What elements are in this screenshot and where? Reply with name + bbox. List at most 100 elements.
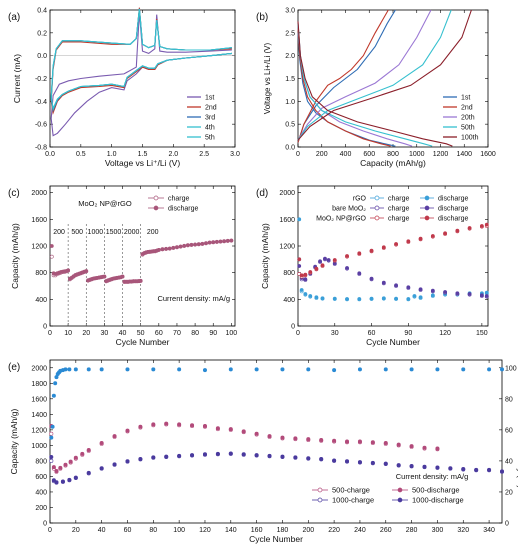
data-point-500-discharge bbox=[112, 434, 117, 439]
x-axis-label: Voltage vs Li⁺/Li (V) bbox=[105, 158, 181, 168]
legend-label: 3rd bbox=[205, 115, 215, 122]
data-point-NP-discharge bbox=[430, 234, 435, 238]
data-point-bare-discharge bbox=[357, 271, 362, 276]
data-point-bare-discharge bbox=[381, 280, 386, 285]
y-tick-label: 2000 bbox=[31, 190, 47, 197]
panel-label: (c) bbox=[8, 188, 20, 199]
data-point-500-discharge bbox=[68, 459, 73, 464]
x-axis-label: Cycle Number bbox=[366, 337, 420, 347]
discharge-curve-1st bbox=[297, 32, 396, 147]
x-tick-label: 1200 bbox=[433, 151, 449, 158]
data-point-1000-discharge bbox=[448, 466, 453, 471]
x-tick-label: 800 bbox=[387, 151, 399, 158]
data-point-1000-discharge bbox=[125, 459, 130, 464]
y-axis-label: Capacity (mAh/g) bbox=[10, 223, 20, 289]
y-tick-label: 400 bbox=[35, 297, 47, 304]
data-point-500-discharge bbox=[306, 437, 311, 442]
y-axis-label: Current (mA) bbox=[12, 54, 22, 103]
x-tick-label: 120 bbox=[439, 330, 451, 337]
data-point-rGO-discharge bbox=[308, 294, 313, 298]
data-point-1000-discharge bbox=[280, 454, 285, 459]
y-axis-label: Voltage vs Li+/Li (V) bbox=[263, 42, 272, 114]
legend-label: discharge bbox=[438, 206, 468, 213]
y-tick-label: 0 bbox=[291, 324, 295, 331]
data-point-discharge bbox=[120, 274, 125, 279]
panel-c: 0 10 20 30 40 50 60 70 80 90 100040080012001600200… bbox=[8, 185, 238, 347]
legend-title: Current density: mA/g bbox=[396, 472, 469, 481]
data-point-rGO-discharge bbox=[430, 293, 435, 298]
discharge-curve-20th bbox=[297, 23, 413, 147]
data-point-rGO-discharge bbox=[484, 290, 489, 295]
x-tick-label: 100 bbox=[226, 330, 238, 337]
y-tick-label: 1800 bbox=[31, 381, 47, 388]
y2-tick-label: 100 bbox=[505, 365, 517, 372]
data-point-NP-discharge bbox=[479, 224, 484, 228]
data-point-rGO-discharge bbox=[345, 297, 349, 301]
legend-marker bbox=[374, 195, 380, 201]
legend-marker bbox=[424, 215, 430, 221]
y-tick-label: 1600 bbox=[31, 217, 47, 224]
data-point-discharge bbox=[49, 244, 54, 248]
x-tick-label: 280 bbox=[406, 527, 418, 534]
legend-label: discharge bbox=[438, 196, 468, 203]
x-tick-label: 0 bbox=[48, 527, 52, 534]
y-tick-label: 200 bbox=[35, 505, 47, 512]
data-point-1000-discharge bbox=[112, 462, 117, 467]
data-point-500-discharge bbox=[357, 439, 362, 444]
legend-group-label: rGO bbox=[353, 196, 367, 203]
data-point-1000-discharge bbox=[86, 470, 91, 475]
data-point-NP-discharge bbox=[381, 245, 386, 250]
y-tick-label: 3.0 bbox=[285, 8, 295, 15]
data-point-1000-discharge bbox=[241, 452, 246, 457]
data-point-CE bbox=[280, 367, 285, 372]
data-point-discharge bbox=[156, 247, 161, 252]
legend-label: 100th bbox=[461, 135, 479, 142]
y-tick-label: 1.0 bbox=[285, 99, 295, 106]
x-tick-label: 240 bbox=[354, 527, 366, 534]
legend-label: 1st bbox=[205, 95, 214, 102]
x-tick-label: 90 bbox=[404, 330, 412, 337]
data-point-bare-discharge bbox=[484, 294, 489, 298]
rate-label: 2000 bbox=[124, 229, 140, 236]
data-point-NP-discharge bbox=[467, 226, 472, 230]
data-point-NP-discharge bbox=[357, 251, 362, 256]
y-axis-label: Capacity (mAh/g) bbox=[9, 409, 19, 475]
charge-curve-20th bbox=[297, 9, 432, 141]
data-point-rGO-discharge bbox=[394, 296, 398, 301]
data-point-rGO-discharge bbox=[297, 217, 302, 222]
data-point-500-discharge bbox=[215, 426, 220, 431]
data-point-NP-discharge bbox=[418, 236, 423, 241]
data-point-rGO-discharge bbox=[406, 297, 411, 301]
data-point-CE bbox=[51, 393, 56, 398]
data-point-500-discharge bbox=[435, 446, 440, 451]
legend-marker bbox=[317, 497, 323, 503]
x-tick-label: 200 bbox=[316, 151, 328, 158]
y-axis-label: Capacity (mAh/g) bbox=[260, 223, 270, 289]
data-point-1000-discharge bbox=[60, 479, 65, 484]
data-point-rGO-discharge bbox=[314, 295, 319, 300]
data-point-1000-discharge bbox=[319, 456, 324, 461]
x-tick-label: 0.5 bbox=[76, 151, 86, 158]
rate-label: 1000 bbox=[88, 229, 104, 236]
data-point-1000-discharge bbox=[435, 465, 440, 470]
y-tick-label: 2.0 bbox=[285, 53, 295, 60]
discharge-curve-100th bbox=[297, 21, 453, 147]
data-point-bare-discharge bbox=[303, 277, 308, 282]
chart-title: MoO₂ NP@rGO bbox=[78, 199, 132, 208]
data-point-1000-discharge bbox=[332, 458, 337, 463]
data-point-500-discharge bbox=[254, 431, 259, 436]
data-point-CE bbox=[499, 367, 504, 372]
y-tick-label: 1400 bbox=[31, 412, 47, 419]
plot-frame-b bbox=[297, 9, 489, 148]
data-point-500-discharge bbox=[177, 422, 182, 427]
data-point-NP-discharge bbox=[369, 248, 374, 253]
legend-label: discharge bbox=[168, 206, 198, 213]
x-tick-label: 10 bbox=[64, 330, 72, 337]
legend-marker bbox=[424, 205, 430, 211]
y-tick-label: -0.4 bbox=[35, 99, 47, 106]
data-point-500-discharge bbox=[151, 422, 156, 427]
y-tick-label: 1200 bbox=[279, 244, 295, 251]
x-tick-label: 60 bbox=[155, 330, 163, 337]
data-point-bare-discharge bbox=[406, 285, 411, 290]
legend-label: 500-charge bbox=[332, 486, 370, 495]
